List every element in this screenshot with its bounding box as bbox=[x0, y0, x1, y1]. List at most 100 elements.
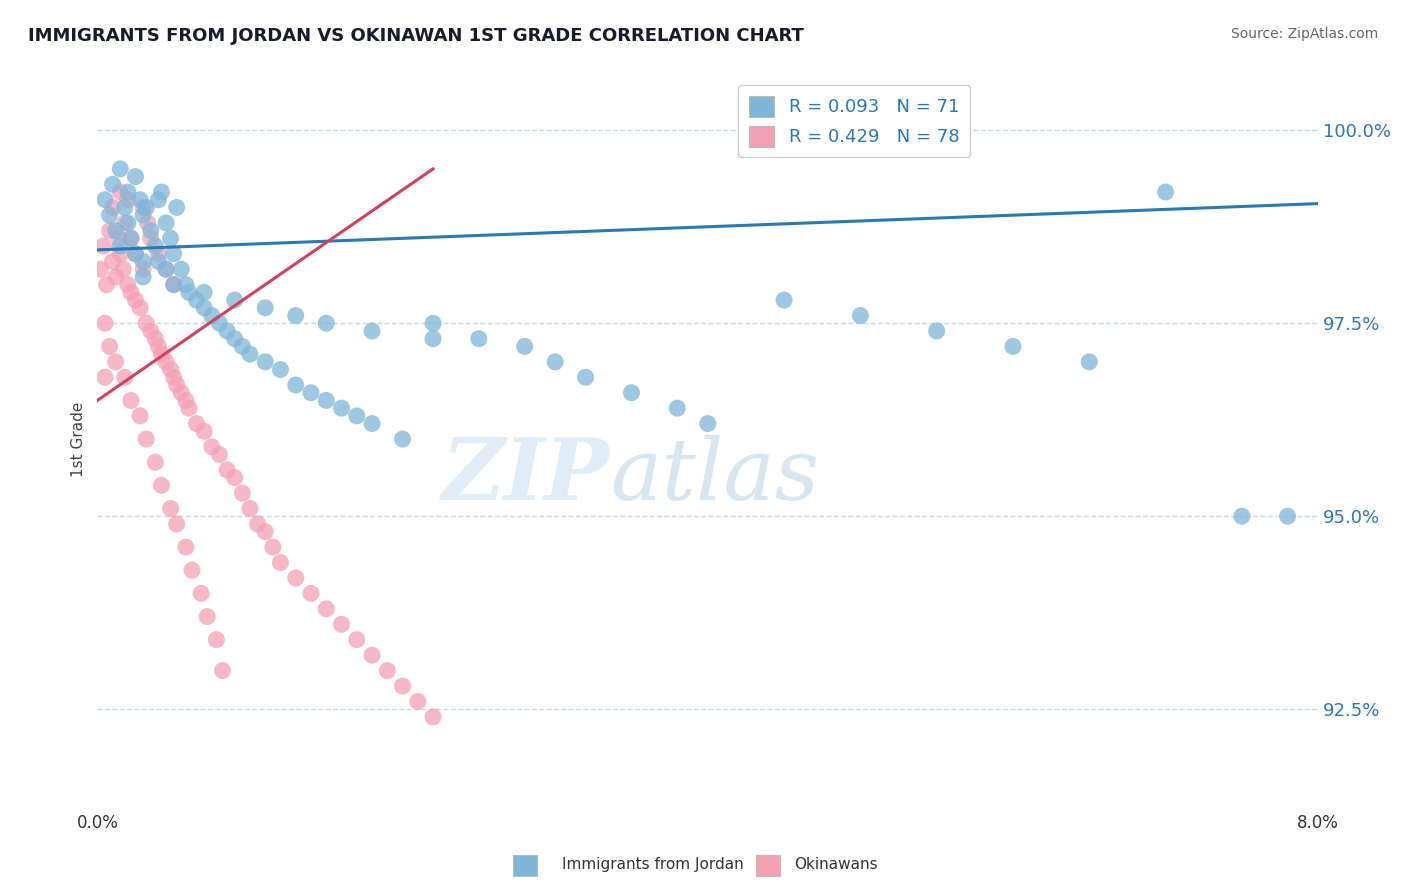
Point bbox=[163, 370, 186, 384]
Point bbox=[155, 216, 177, 230]
Point bbox=[148, 339, 170, 353]
Point bbox=[315, 393, 337, 408]
Point bbox=[346, 632, 368, 647]
Point bbox=[150, 347, 173, 361]
Point bbox=[170, 262, 193, 277]
Point bbox=[208, 316, 231, 330]
Point bbox=[239, 501, 262, 516]
Point bbox=[148, 193, 170, 207]
Point bbox=[120, 231, 142, 245]
Point bbox=[299, 586, 322, 600]
Point bbox=[666, 401, 689, 416]
Point bbox=[284, 571, 307, 585]
Point bbox=[269, 362, 291, 376]
Point bbox=[139, 324, 162, 338]
Point bbox=[150, 185, 173, 199]
Point bbox=[166, 378, 188, 392]
Text: Source: ZipAtlas.com: Source: ZipAtlas.com bbox=[1230, 27, 1378, 41]
Point bbox=[170, 385, 193, 400]
Point bbox=[620, 385, 643, 400]
Point bbox=[375, 664, 398, 678]
Point bbox=[849, 309, 872, 323]
Point bbox=[201, 309, 224, 323]
Point bbox=[391, 432, 413, 446]
Point bbox=[96, 277, 118, 292]
Point bbox=[104, 355, 127, 369]
Point bbox=[148, 247, 170, 261]
Point bbox=[346, 409, 368, 423]
Point bbox=[422, 332, 444, 346]
Point bbox=[143, 455, 166, 469]
Point bbox=[193, 285, 215, 300]
Point bbox=[117, 185, 139, 199]
Point bbox=[361, 648, 384, 662]
Point bbox=[124, 169, 146, 184]
Point bbox=[143, 239, 166, 253]
Text: ZIP: ZIP bbox=[443, 434, 610, 518]
Point bbox=[231, 486, 253, 500]
Point bbox=[117, 216, 139, 230]
Point bbox=[254, 524, 277, 539]
Point bbox=[254, 301, 277, 315]
Point bbox=[284, 309, 307, 323]
Point bbox=[110, 239, 132, 253]
Point bbox=[132, 254, 155, 268]
Point bbox=[120, 393, 142, 408]
Point bbox=[110, 247, 132, 261]
Point bbox=[132, 208, 155, 222]
Y-axis label: 1st Grade: 1st Grade bbox=[72, 401, 86, 476]
Point bbox=[110, 161, 132, 176]
Point bbox=[101, 178, 124, 192]
Point bbox=[181, 563, 204, 577]
Point bbox=[513, 339, 536, 353]
Point bbox=[224, 470, 246, 484]
Point bbox=[193, 425, 215, 439]
Point bbox=[155, 262, 177, 277]
Point bbox=[112, 262, 135, 277]
Point bbox=[117, 277, 139, 292]
Point bbox=[406, 694, 429, 708]
Point bbox=[575, 370, 598, 384]
Point bbox=[1230, 509, 1253, 524]
Point bbox=[231, 339, 253, 353]
Point bbox=[139, 224, 162, 238]
Point bbox=[361, 324, 384, 338]
Point bbox=[186, 293, 208, 307]
Text: IMMIGRANTS FROM JORDAN VS OKINAWAN 1ST GRADE CORRELATION CHART: IMMIGRANTS FROM JORDAN VS OKINAWAN 1ST G… bbox=[28, 27, 804, 45]
Point bbox=[139, 231, 162, 245]
Point bbox=[262, 540, 284, 554]
Point bbox=[94, 316, 117, 330]
Point bbox=[132, 201, 155, 215]
Point bbox=[246, 516, 269, 531]
Point bbox=[129, 301, 152, 315]
Point bbox=[195, 609, 218, 624]
Point bbox=[925, 324, 948, 338]
Point bbox=[315, 602, 337, 616]
Point bbox=[315, 316, 337, 330]
Point bbox=[1154, 185, 1177, 199]
Point bbox=[114, 201, 136, 215]
Point bbox=[284, 378, 307, 392]
Point bbox=[391, 679, 413, 693]
Point bbox=[132, 262, 155, 277]
Point bbox=[114, 370, 136, 384]
Point bbox=[177, 401, 200, 416]
Point bbox=[205, 632, 228, 647]
Point bbox=[107, 231, 129, 245]
Point bbox=[696, 417, 718, 431]
Point bbox=[93, 239, 115, 253]
Point bbox=[299, 385, 322, 400]
Point bbox=[239, 347, 262, 361]
Point bbox=[201, 440, 224, 454]
Point bbox=[124, 293, 146, 307]
Point bbox=[135, 201, 157, 215]
Point bbox=[155, 355, 177, 369]
Point bbox=[177, 285, 200, 300]
Point bbox=[163, 277, 186, 292]
Point bbox=[361, 417, 384, 431]
Point bbox=[211, 664, 233, 678]
Point bbox=[163, 247, 186, 261]
Point bbox=[215, 463, 238, 477]
Point bbox=[101, 254, 124, 268]
Point bbox=[174, 540, 197, 554]
